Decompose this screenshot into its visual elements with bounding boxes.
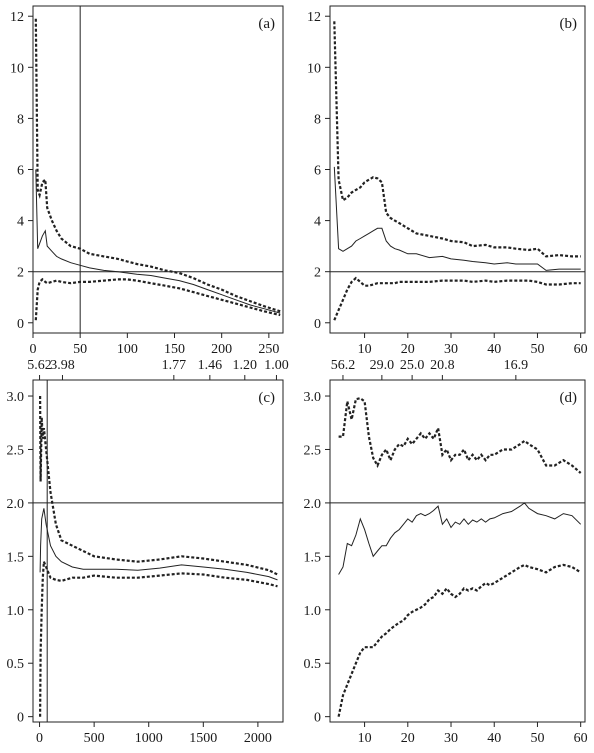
y-tick-label: 2.0 — [304, 497, 322, 512]
x-tick-label: 0 — [30, 342, 37, 357]
y-tick-label: 2.5 — [304, 443, 322, 458]
estimate-line — [338, 502, 582, 575]
top-tick-label: 3.98 — [50, 358, 75, 373]
y-tick-label: 1.0 — [304, 604, 322, 619]
x-tick-label: 0 — [36, 731, 43, 746]
x-tick-label: 60 — [574, 731, 588, 746]
x-tick-label: 10 — [358, 342, 372, 357]
y-tick-label: 1.5 — [7, 550, 25, 565]
panel-c: 0 500 1000 1500 2000 0 0.5 1.0 1.5 2.0 2.5 3.0 5.623… — [7, 358, 289, 746]
top-tick-label: 1.00 — [264, 358, 289, 373]
estimate-line — [39, 508, 278, 581]
upper-bound-line — [34, 18, 281, 313]
series-group — [39, 395, 278, 717]
panel-label: (b) — [560, 16, 578, 32]
x-tick-label: 500 — [84, 731, 105, 746]
x-tick-label: 2000 — [244, 731, 272, 746]
y-tick-label: 3.0 — [7, 390, 25, 405]
x-tick-label: 60 — [574, 342, 588, 357]
y-tick-label: 2 — [17, 266, 24, 281]
x-tick-label: 150 — [164, 342, 185, 357]
top-tick-label: 29.0 — [370, 358, 395, 373]
y-tick-label: 0 — [17, 317, 24, 332]
y-tick-label: 1.5 — [304, 550, 322, 565]
panel-b: 10 20 30 40 50 60 0 2 4 6 8 10 12 (b) — [307, 5, 588, 357]
top-tick-label: 16.9 — [504, 358, 529, 373]
x-tick-label: 250 — [258, 342, 279, 357]
top-tick-label: 25.0 — [400, 358, 425, 373]
y-tick-label: 8 — [314, 112, 321, 127]
upper-bound-line — [338, 397, 582, 474]
y-tick-label: 8 — [17, 112, 24, 127]
estimate-line — [333, 166, 581, 271]
x-tick-label: 30 — [444, 731, 458, 746]
top-tick-label: 5.62 — [27, 358, 52, 373]
x-tick-label: 50 — [530, 342, 544, 357]
y-tick-label: 0 — [314, 317, 321, 332]
panel-a: 0 50 100 150 200 250 0 2 4 6 8 10 12 (a) — [10, 5, 284, 357]
y-tick-label: 10 — [10, 61, 24, 76]
panel-label: (c) — [258, 390, 275, 406]
y-tick-label: 2.0 — [7, 497, 25, 512]
series-group — [34, 18, 281, 321]
upper-bound-line — [39, 395, 278, 576]
x-tick-label: 30 — [444, 342, 458, 357]
y-tick-label: 3.0 — [304, 390, 322, 405]
x-tick-label: 50 — [73, 342, 87, 357]
lower-bound-line — [333, 276, 581, 321]
top-tick-label: 1.20 — [233, 358, 258, 373]
top-tick-label: 20.8 — [430, 358, 455, 373]
y-tick-label: 0 — [17, 711, 24, 726]
panel-label: (a) — [258, 16, 275, 32]
plot-frame — [32, 379, 284, 723]
x-tick-label: 20 — [401, 731, 415, 746]
y-tick-label: 12 — [307, 10, 321, 25]
series-group — [337, 397, 582, 717]
top-tick-label: 1.46 — [198, 358, 223, 373]
x-tick-label: 10 — [358, 731, 372, 746]
y-tick-label: 6 — [17, 164, 24, 179]
y-tick-label: 12 — [10, 10, 24, 25]
x-tick-label: 1500 — [189, 731, 217, 746]
y-tick-label: 0 — [314, 711, 321, 726]
y-tick-label: 6 — [314, 164, 321, 179]
x-tick-label: 1000 — [135, 731, 163, 746]
top-tick-label: 1.77 — [162, 358, 187, 373]
y-tick-label: 4 — [17, 215, 24, 230]
x-tick-label: 20 — [401, 342, 415, 357]
panel-label: (d) — [560, 390, 578, 406]
estimate-line — [35, 169, 281, 314]
plot-frame — [329, 379, 586, 723]
lower-bound-line — [34, 277, 281, 321]
y-tick-label: 0.5 — [304, 657, 322, 672]
y-tick-label: 0.5 — [7, 657, 25, 672]
x-tick-label: 100 — [117, 342, 138, 357]
x-tick-label: 40 — [487, 731, 501, 746]
panel-d: 10 20 30 40 50 60 0 0.5 1.0 1.5 2.0 2.5 3.0 56.2 29.0 2… — [304, 358, 588, 746]
y-tick-label: 10 — [307, 61, 321, 76]
x-tick-label: 50 — [530, 731, 544, 746]
y-tick-label: 1.0 — [7, 604, 25, 619]
upper-bound-line — [333, 21, 581, 258]
x-tick-label: 40 — [487, 342, 501, 357]
x-tick-label: 200 — [211, 342, 232, 357]
lower-bound-line — [337, 563, 582, 717]
y-tick-label: 2 — [314, 266, 321, 281]
lower-bound-line — [39, 561, 278, 717]
y-tick-label: 2.5 — [7, 443, 25, 458]
y-tick-label: 4 — [314, 215, 321, 230]
series-group — [333, 21, 581, 321]
top-tick-label: 56.2 — [331, 358, 356, 373]
